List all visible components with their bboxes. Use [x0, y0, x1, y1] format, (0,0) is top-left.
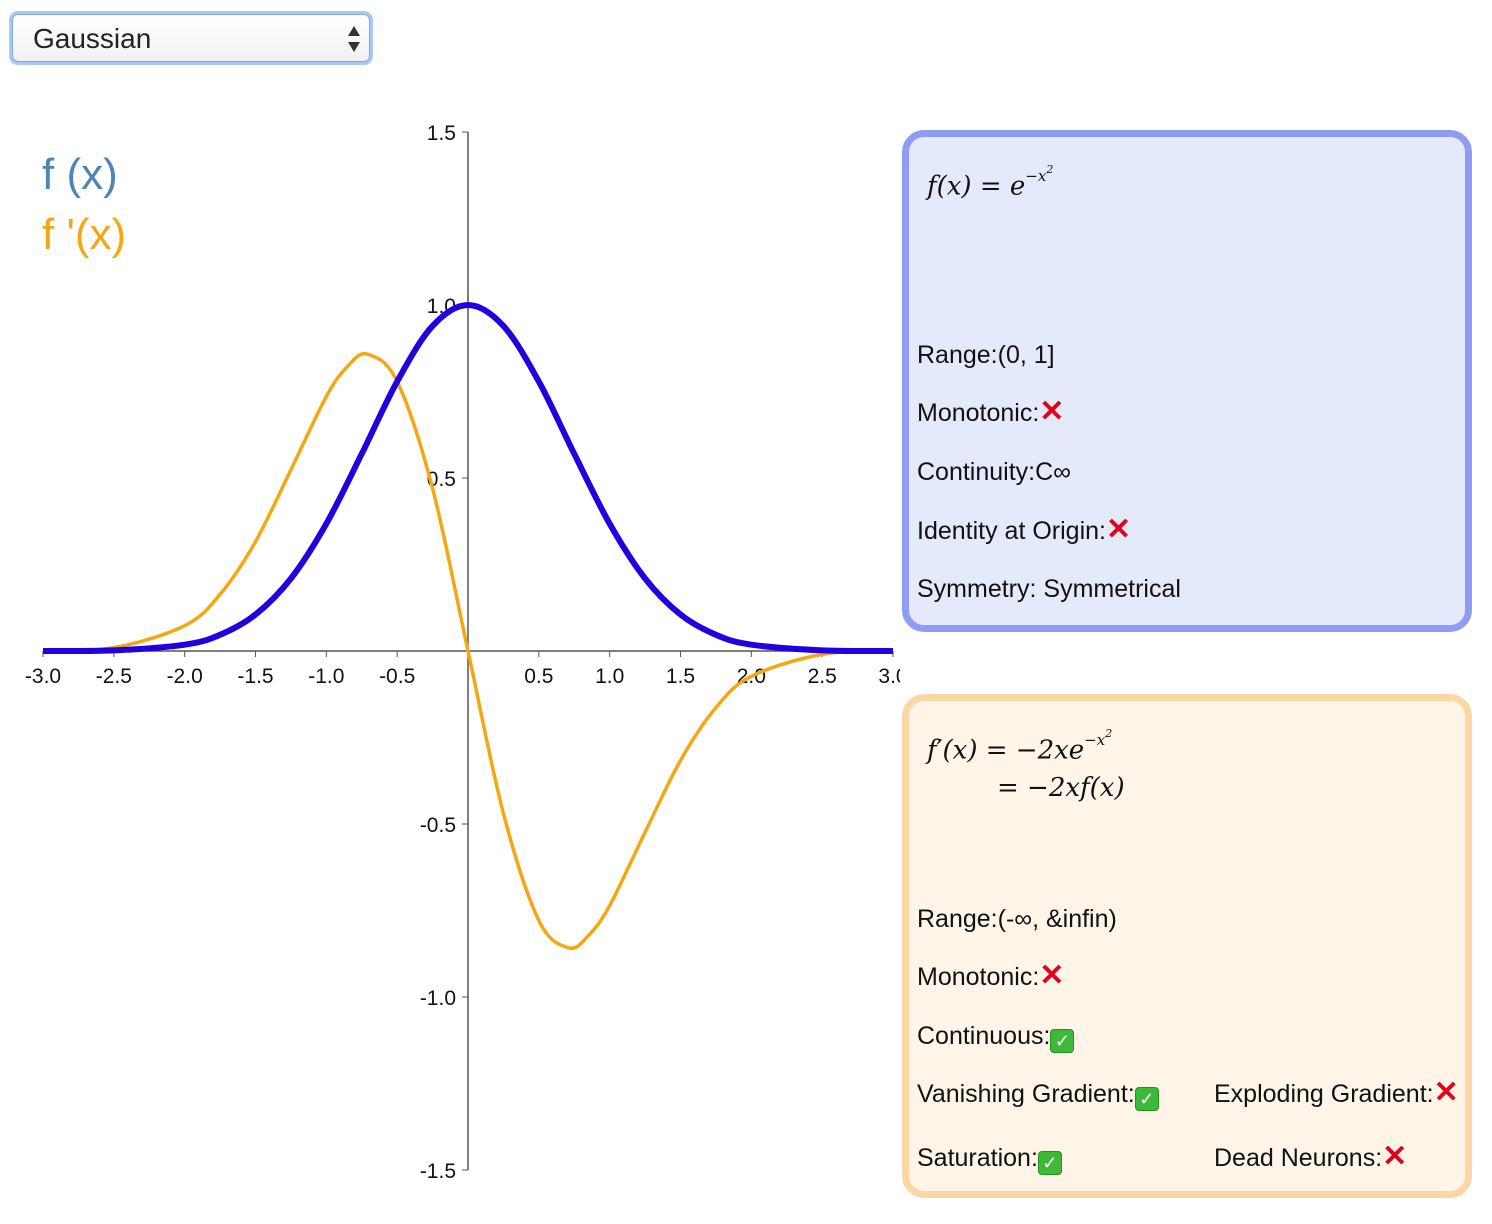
function-continuity: Continuity:C∞ — [917, 458, 1071, 486]
y-tick-label: -1.0 — [420, 987, 456, 1010]
derivative-formula-line1: f′(x) = −2xe−x2 — [927, 727, 1113, 766]
derivative-saturation: Saturation: ✓ — [917, 1144, 1062, 1175]
x-tick-label: -2.5 — [96, 665, 132, 688]
function-select-value: Gaussian — [33, 23, 152, 54]
series-line-f — [42, 301, 894, 655]
derivative-monotonic: Monotonic:✕ — [917, 959, 1065, 992]
x-tick-label: 3.0 — [878, 665, 900, 688]
x-tick-label: -3.0 — [25, 665, 61, 688]
activation-chart: -3.0 -2.5 -2.0 -1.5 -1.0 -0.5 0.5 1.0 1.5 2.0 2.5 3… — [25, 122, 900, 1183]
legend-fprime: f '(x) — [42, 210, 127, 259]
function-info-panel: f(x) = e−x2 Range:(0, 1] Monotonic:✕ Con… — [902, 130, 1472, 632]
derivative-exploding-gradient: Exploding Gradient:✕ — [1214, 1076, 1459, 1109]
legend-f: f (x) — [42, 150, 118, 199]
y-tick-label: -1.5 — [420, 1160, 456, 1183]
series-line-fprime — [42, 351, 894, 951]
check-icon: ✓ — [1050, 1029, 1075, 1053]
check-icon: ✓ — [1037, 1151, 1062, 1175]
function-monotonic: Monotonic:✕ — [917, 395, 1065, 428]
function-range: Range:(0, 1] — [917, 341, 1055, 369]
function-formula: f(x) = e−x2 — [927, 163, 1054, 202]
derivative-info-panel: f′(x) = −2xe−x2 = −2xf(x) Range:(-∞, &in… — [902, 694, 1472, 1198]
y-tick-label: 1.5 — [427, 122, 456, 145]
function-identity-at-origin: Identity at Origin:✕ — [917, 513, 1132, 546]
derivative-formula-line2: = −2xf(x) — [997, 773, 1125, 803]
y-tick-label: 0.5 — [427, 468, 456, 491]
x-tick-label: 1.0 — [595, 665, 624, 688]
x-tick-label: -1.5 — [237, 665, 273, 688]
select-arrows-icon — [348, 26, 360, 52]
x-tick-label: -0.5 — [379, 665, 415, 688]
x-tick-label: -2.0 — [167, 665, 203, 688]
cross-icon: ✕ — [1433, 1076, 1459, 1109]
x-tick-label: 2.5 — [808, 665, 837, 688]
y-tick-label: -0.5 — [420, 814, 456, 837]
derivative-dead-neurons: Dead Neurons:✕ — [1214, 1140, 1408, 1173]
cross-icon: ✕ — [1382, 1140, 1408, 1173]
derivative-continuous: Continuous: ✓ — [917, 1022, 1075, 1053]
cross-icon: ✕ — [1039, 395, 1065, 428]
cross-icon: ✕ — [1039, 959, 1065, 992]
check-icon: ✓ — [1134, 1087, 1159, 1111]
cross-icon: ✕ — [1105, 513, 1132, 546]
derivative-range: Range:(-∞, &infin) — [917, 905, 1117, 933]
x-tick-label: -1.0 — [308, 665, 344, 688]
x-tick-label: 0.5 — [524, 665, 553, 688]
function-symmetry: Symmetry: Symmetrical — [917, 575, 1181, 603]
x-tick-label: 1.5 — [666, 665, 695, 688]
derivative-vanishing-gradient: Vanishing Gradient: ✓ — [917, 1080, 1159, 1111]
function-select[interactable]: Gaussian — [12, 14, 370, 62]
